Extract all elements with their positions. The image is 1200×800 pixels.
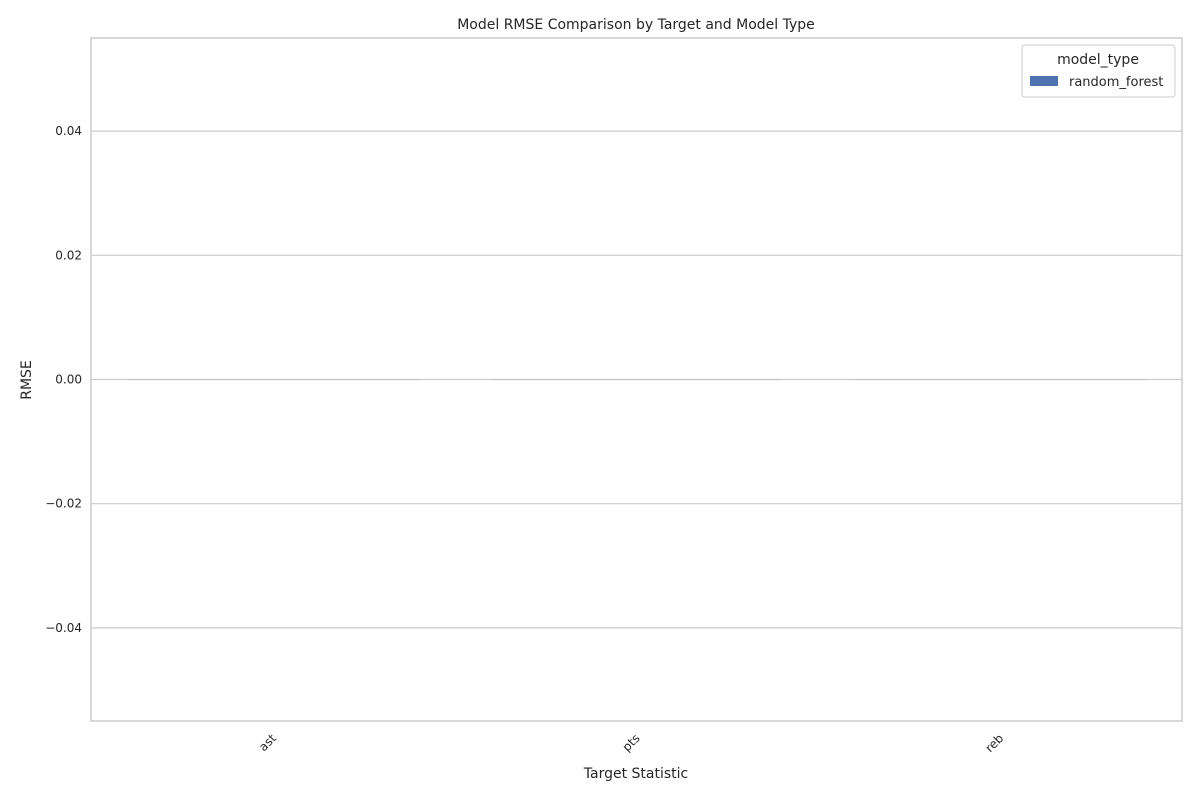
y-tick-label: 0.04 bbox=[55, 124, 82, 138]
bar bbox=[491, 379, 782, 380]
legend-box bbox=[1021, 44, 1176, 98]
bar bbox=[854, 379, 1146, 380]
y-tick-label: 0.00 bbox=[55, 373, 82, 387]
y-axis-ticks: 0.04 0.02 0.00 −0.02 −0.04 bbox=[45, 124, 82, 635]
y-tick-label: 0.02 bbox=[55, 248, 82, 262]
legend-swatch bbox=[1030, 76, 1058, 86]
x-axis-label: Target Statistic bbox=[583, 766, 688, 782]
legend-title: model_type bbox=[1057, 52, 1139, 68]
y-tick-label: −0.04 bbox=[45, 621, 82, 635]
y-axis-label: RMSE bbox=[19, 360, 35, 400]
y-tick-label: −0.02 bbox=[45, 497, 82, 511]
plot-frame bbox=[90, 37, 1183, 722]
chart-title: Model RMSE Comparison by Target and Mode… bbox=[457, 17, 815, 33]
gridlines bbox=[91, 130, 1182, 629]
legend: model_type random_forest bbox=[1021, 44, 1176, 98]
legend-label: random_forest bbox=[1069, 75, 1163, 90]
bar bbox=[127, 379, 419, 380]
bars bbox=[127, 379, 1146, 380]
